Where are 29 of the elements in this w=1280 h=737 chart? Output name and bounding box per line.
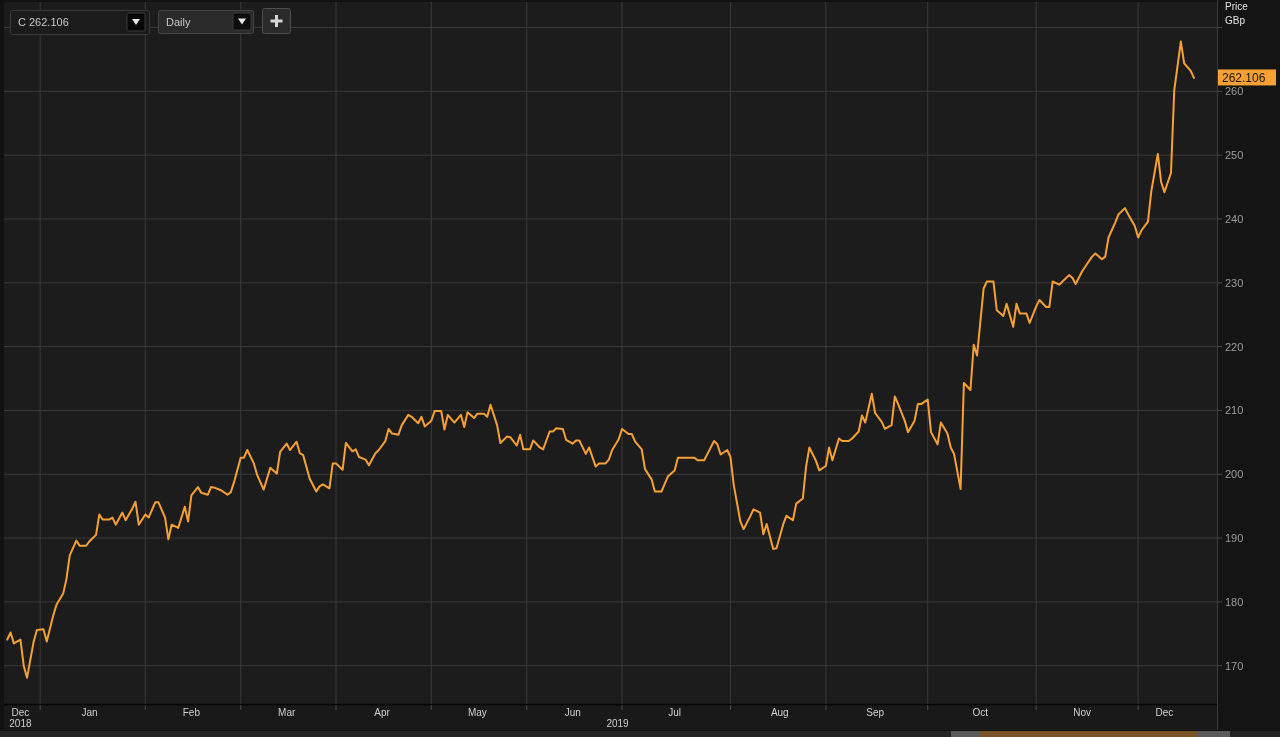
y-tick-label: 170 <box>1225 659 1244 672</box>
y-tick-label: 180 <box>1225 595 1244 608</box>
x-tick-label: Sep <box>866 707 885 718</box>
x-tick-label: Jul <box>668 707 681 718</box>
y-axis-title: Price GBp <box>1225 1 1249 26</box>
y-tick-label: 190 <box>1225 532 1244 545</box>
line-series <box>6 40 1195 679</box>
x-tick-label: Feb <box>182 707 201 718</box>
annotation: Daily <box>166 15 191 28</box>
y-tick-label: 260 <box>1225 85 1244 98</box>
y-tick-label: 200 <box>1225 468 1244 481</box>
x-tick-label: May <box>467 707 487 718</box>
text: 262.106 <box>1222 70 1266 85</box>
x-tick-label: Jun <box>564 707 581 718</box>
x-tick-label: Aug <box>770 707 789 718</box>
x-tick-label: Nov <box>1073 707 1092 718</box>
x-tick-label: Mar <box>278 707 296 718</box>
x-axis-title: 2019 <box>606 718 630 729</box>
annotation: C 262.106 <box>18 16 69 28</box>
x-tick-label: Dec <box>1155 707 1174 718</box>
y-tick-label: 240 <box>1225 212 1244 225</box>
y-tick-label: 250 <box>1225 149 1244 162</box>
x-tick-label: Dec 2018 <box>9 707 32 729</box>
y-tick-label: 210 <box>1225 404 1244 417</box>
y-tick-label: 230 <box>1225 276 1244 289</box>
y-tick-label: 220 <box>1225 340 1244 353</box>
x-tick-label: Oct <box>972 707 989 718</box>
x-tick-label: Jan <box>81 707 98 718</box>
x-tick-label: Apr <box>374 707 391 718</box>
